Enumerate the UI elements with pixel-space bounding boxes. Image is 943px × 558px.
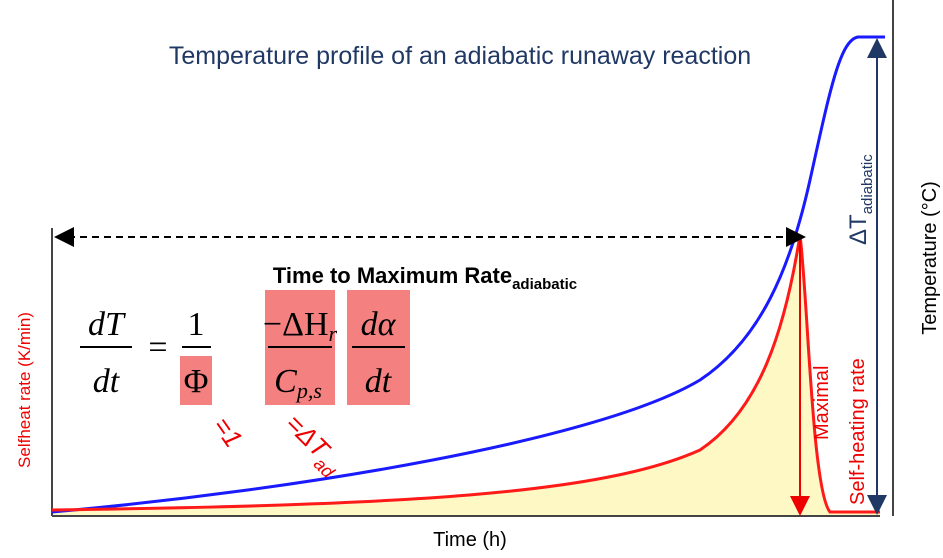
max-rate-label: Maximal bbox=[811, 366, 833, 440]
y-axis-label: Selfheat rate (K/min) bbox=[15, 312, 34, 468]
eq-text: dt bbox=[93, 363, 121, 400]
delta-t-text: ΔT bbox=[845, 214, 872, 245]
highlight-box bbox=[180, 356, 212, 405]
tmr-text: Time to Maximum Rate bbox=[273, 263, 512, 288]
equation: dT dt = 1 Φ −ΔHr Cp,s dα dt bbox=[80, 306, 405, 403]
title: Temperature profile of an adiabatic runa… bbox=[168, 42, 752, 70]
dt-note: =ΔTad bbox=[276, 408, 351, 483]
x-axis-label: Time (h) bbox=[433, 529, 507, 551]
tmr-sub: adiabatic bbox=[512, 276, 577, 293]
phi-note: =1 bbox=[207, 411, 249, 453]
eq-text: C bbox=[274, 363, 297, 400]
eq-text: dT bbox=[88, 306, 126, 343]
delta-t-label: ΔTadiabatic bbox=[845, 154, 876, 245]
eq-text: = bbox=[148, 329, 167, 366]
delta-t-sub: adiabatic bbox=[859, 154, 876, 215]
eq-text: 1 bbox=[188, 306, 205, 343]
rate-area bbox=[52, 235, 880, 515]
dt-note-text: =ΔT bbox=[280, 408, 337, 465]
eq-sub: p,s bbox=[295, 378, 322, 403]
y2-axis-label: Temperature (°C) bbox=[919, 181, 941, 335]
eq-sub: r bbox=[329, 321, 338, 346]
eq-text: Cp,s bbox=[274, 363, 322, 403]
eq-text: dα bbox=[361, 306, 397, 343]
tmr-label: Time to Maximum Rateadiabatic bbox=[273, 263, 577, 293]
rate-curve bbox=[51, 234, 880, 514]
max-rate-label: Self-heating rate bbox=[847, 358, 869, 505]
eq-text: dt bbox=[365, 363, 393, 400]
temperature-curve bbox=[51, 35, 885, 514]
eq-text: −ΔHr bbox=[263, 306, 338, 346]
eq-text: Φ bbox=[184, 363, 209, 400]
eq-text: −ΔH bbox=[263, 306, 329, 343]
